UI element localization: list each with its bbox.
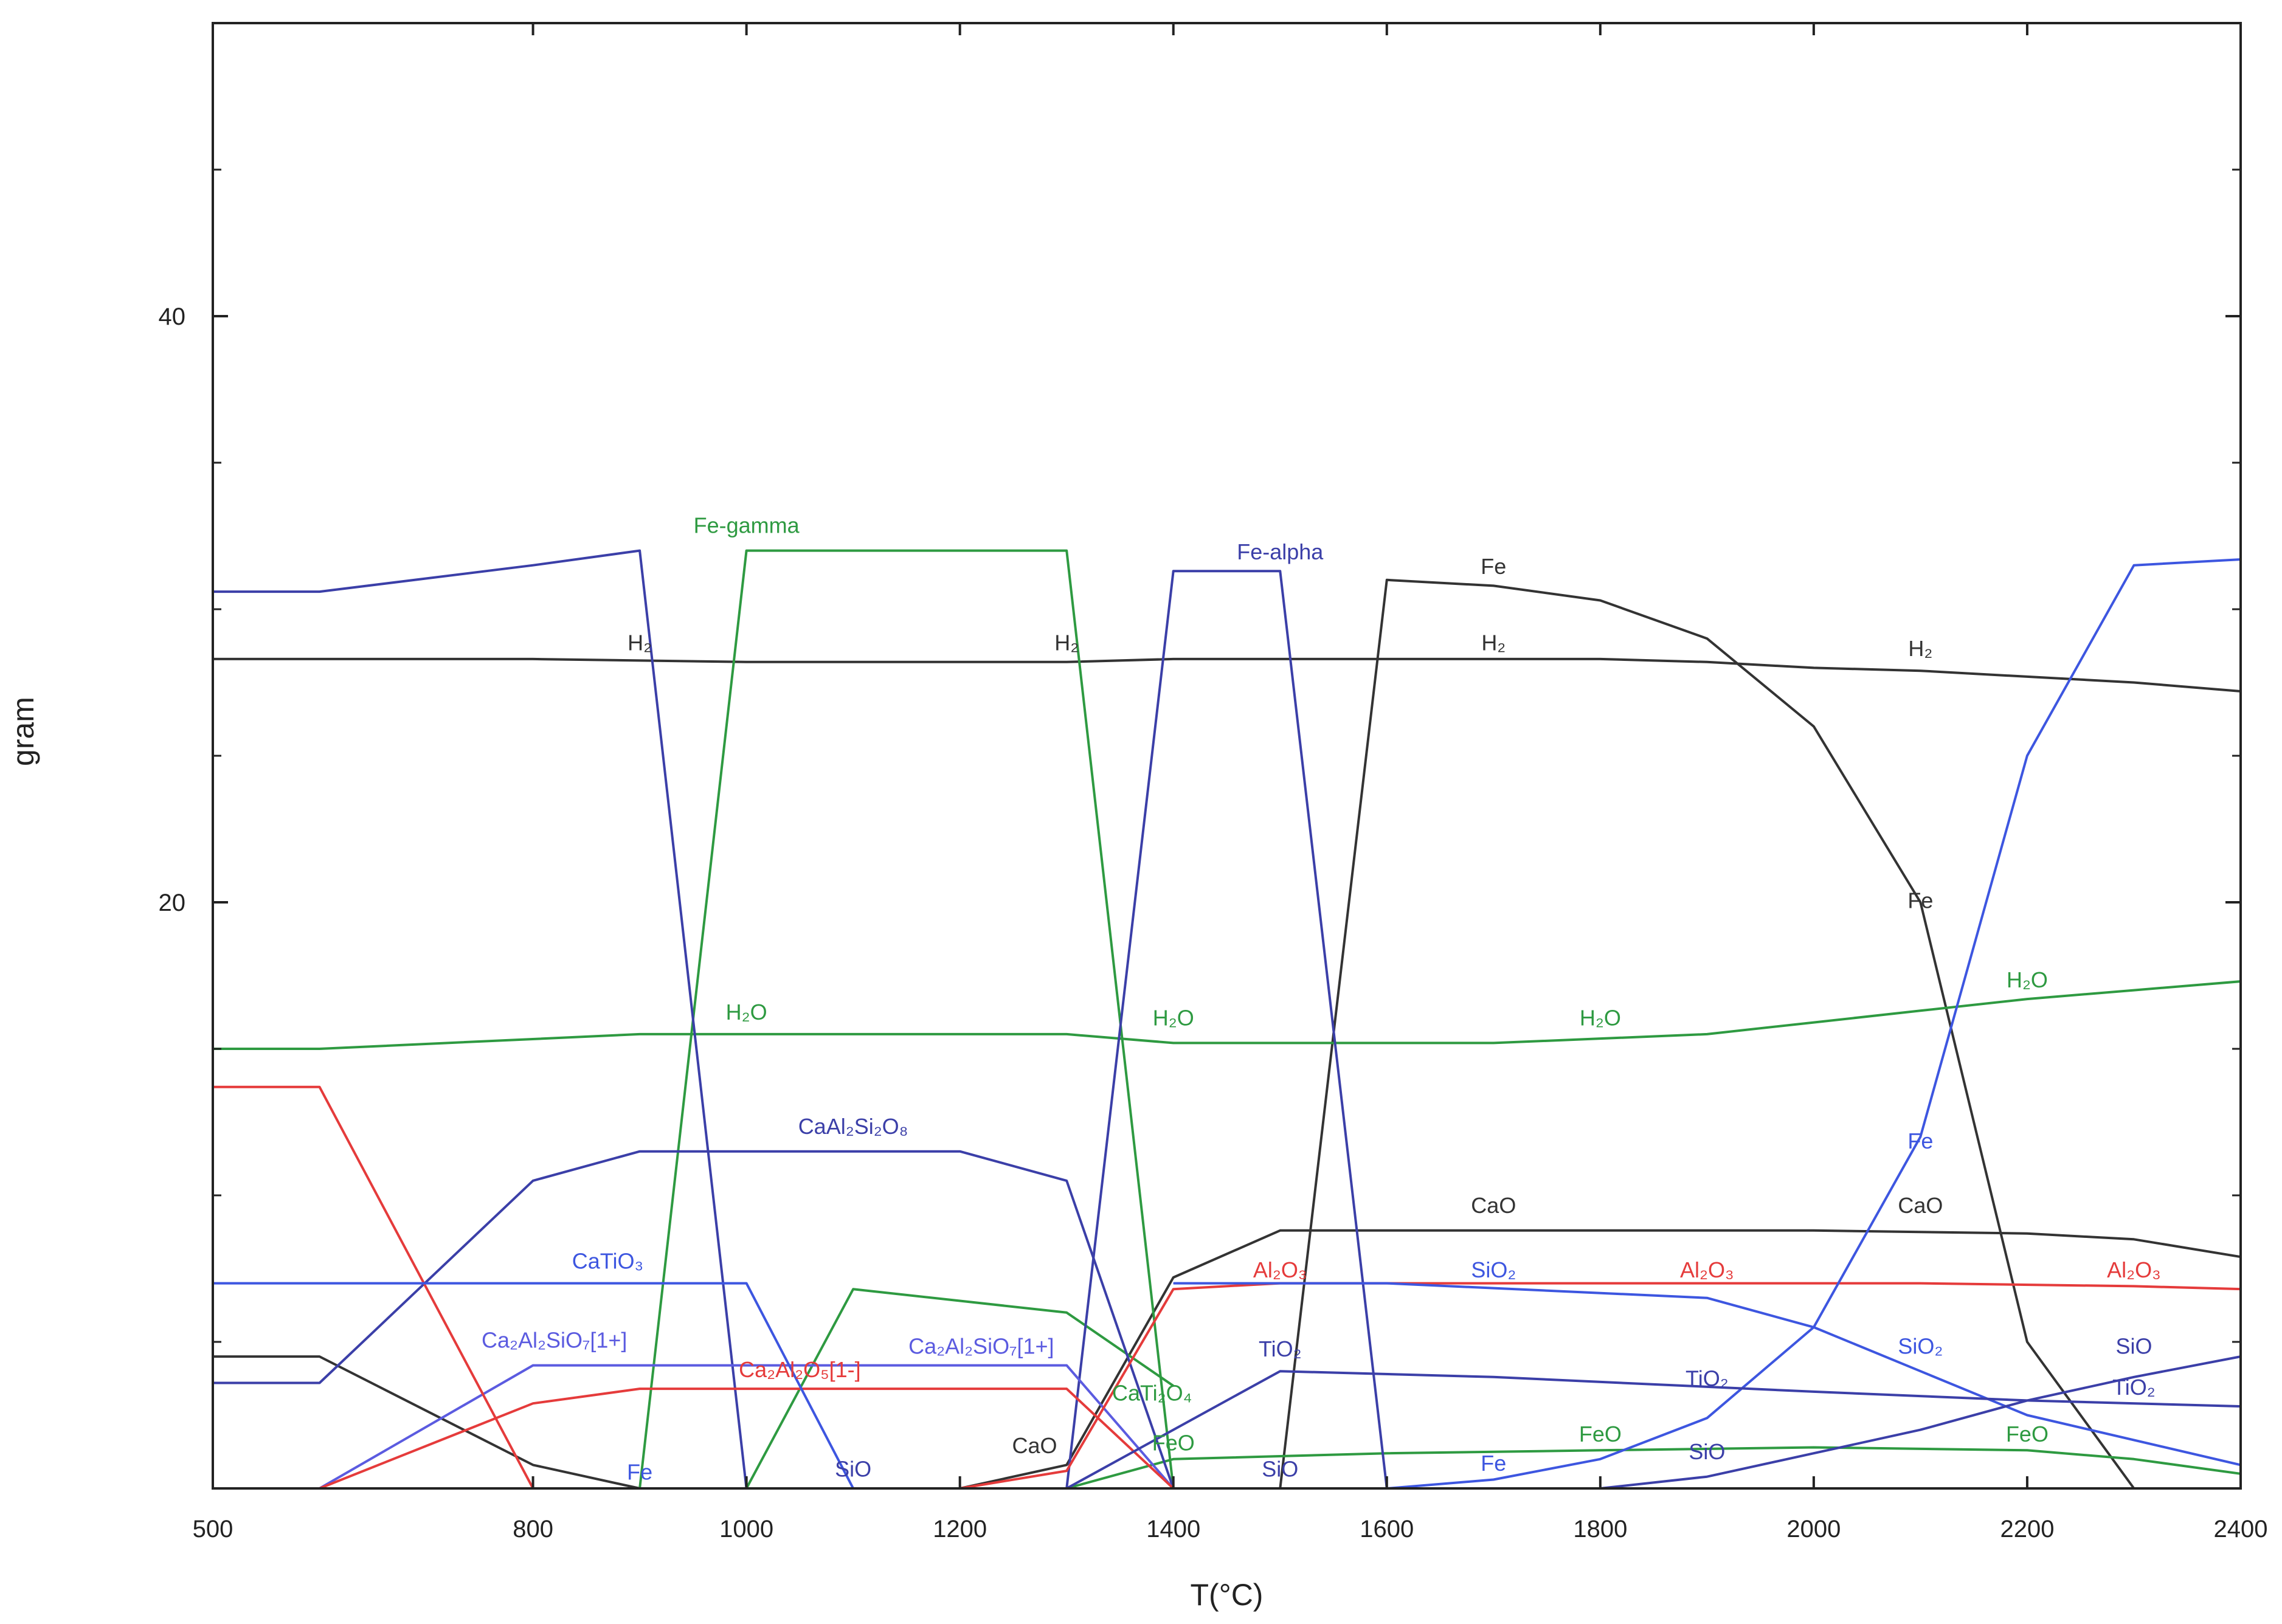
series-point [1173, 1283, 1174, 1284]
series-point [1386, 1283, 1388, 1284]
series-point [1813, 726, 1814, 727]
series-point [1813, 1447, 1814, 1448]
series-point [1920, 1136, 1921, 1138]
series-label: H₂O [2007, 967, 2048, 992]
x-tick-label: 2200 [2000, 1516, 2054, 1543]
series-label: SiO [1262, 1457, 1298, 1482]
series-label: Ca₂Al₂SiO₇[1+] [482, 1328, 627, 1353]
series-label: Fe [1481, 554, 1506, 579]
series-label: Ca₂Al₂O₅[1-] [739, 1357, 861, 1382]
series-label: FeO [2006, 1422, 2049, 1446]
series-point [1920, 1429, 1921, 1431]
series-label: SiO₂ [1471, 1257, 1516, 1282]
series-point [1813, 1453, 1814, 1454]
series-label: CaAl₂Si₂O₈ [798, 1114, 908, 1139]
x-tick-label: 1600 [1360, 1516, 1414, 1543]
series-label: CaO [1471, 1193, 1516, 1218]
y-tick-label: 20 [159, 890, 186, 916]
series-point [1813, 1391, 1814, 1392]
series-label: CaO [1898, 1193, 1943, 1218]
series-label-layer: H₂ H₂ H₂ H₂ Fe Fe CaO CaO CaO Fe-gamma H₂O H₂O H₂O H₂… [482, 513, 2161, 1485]
series-label: CaTiO₃ [572, 1249, 643, 1274]
series-point [1920, 1370, 1921, 1372]
y-tick-label: 40 [159, 303, 186, 330]
series-label: Fe [627, 1460, 652, 1485]
x-tick-label: 800 [513, 1516, 553, 1543]
series-label: H₂O [726, 1000, 767, 1025]
series-point [1279, 570, 1281, 572]
series-line [1066, 1446, 2241, 1490]
series-point [746, 550, 747, 551]
series-point [1920, 1283, 1921, 1284]
x-tick-label: 1200 [933, 1516, 987, 1543]
x-tick-label: 1400 [1146, 1516, 1200, 1543]
series-point [1813, 1022, 1814, 1023]
series-label: H₂O [1580, 1005, 1621, 1030]
series-point [1920, 902, 1921, 903]
series-point [1493, 1230, 1494, 1231]
series-point [1173, 658, 1174, 660]
series-point [1386, 658, 1388, 660]
series-label: Fe [1907, 1128, 1933, 1153]
x-tick-label: 500 [193, 1516, 233, 1543]
series-label: SiO₂ [1898, 1333, 1943, 1358]
series-point [319, 1356, 320, 1357]
x-axis-title: T(°C) [1191, 1578, 1264, 1612]
series-label: Fe [1907, 888, 1933, 913]
series-label: TiO₂ [1686, 1366, 1729, 1391]
series-label: CaTi₂O₄ [1112, 1380, 1192, 1405]
series-label: TiO₂ [2112, 1375, 2156, 1400]
tick-layer: 500 800 1000 1200 1400 1600 1800 2000 2200 2400 20… [159, 23, 2268, 1543]
x-tick-label: 2000 [1786, 1516, 1841, 1543]
series-point [959, 1151, 961, 1152]
series-label: Fe-alpha [1237, 539, 1324, 564]
series-point [1279, 1370, 1281, 1372]
series-point [1173, 1429, 1174, 1431]
x-tick-label: 1000 [719, 1516, 773, 1543]
series-label: H₂ [1054, 630, 1079, 655]
series-label: H₂O [1153, 1005, 1194, 1030]
series-label: TiO₂ [1259, 1336, 1302, 1361]
series-label: Al₂O₃ [1253, 1257, 1307, 1282]
series-layer [212, 549, 2241, 1490]
series-point [1813, 1230, 1814, 1231]
x-tick-label: 2400 [2214, 1516, 2268, 1543]
series-label: Ca₂Al₂SiO₇[1+] [908, 1333, 1054, 1358]
series-label: Al₂O₃ [2107, 1257, 2161, 1282]
series-point [746, 1283, 747, 1284]
series-point [1493, 1479, 1494, 1481]
series-label: CaO [1012, 1433, 1057, 1458]
series-label: SiO [2115, 1333, 2152, 1358]
series-label: Fe [1481, 1451, 1506, 1476]
series-label: SiO [1689, 1439, 1725, 1464]
series-label: FeO [1579, 1422, 1622, 1446]
series-label: Fe-gamma [694, 513, 800, 538]
series-label: H₂ [1908, 636, 1932, 661]
series-point [1173, 570, 1174, 572]
series-point [1279, 1230, 1281, 1231]
series-label: H₂ [628, 630, 652, 655]
x-tick-label: 1800 [1573, 1516, 1627, 1543]
series-point [1386, 579, 1388, 581]
series-label: Al₂O₃ [1680, 1257, 1734, 1282]
series-point [1173, 1288, 1174, 1290]
series-label: FeO [1152, 1430, 1195, 1455]
y-axis-title: gram [6, 697, 40, 766]
series-label: SiO [835, 1457, 871, 1482]
series-line [319, 1364, 1175, 1490]
series-label: H₂ [1481, 630, 1506, 655]
series-point [852, 1288, 854, 1290]
series-point [1386, 1453, 1388, 1454]
